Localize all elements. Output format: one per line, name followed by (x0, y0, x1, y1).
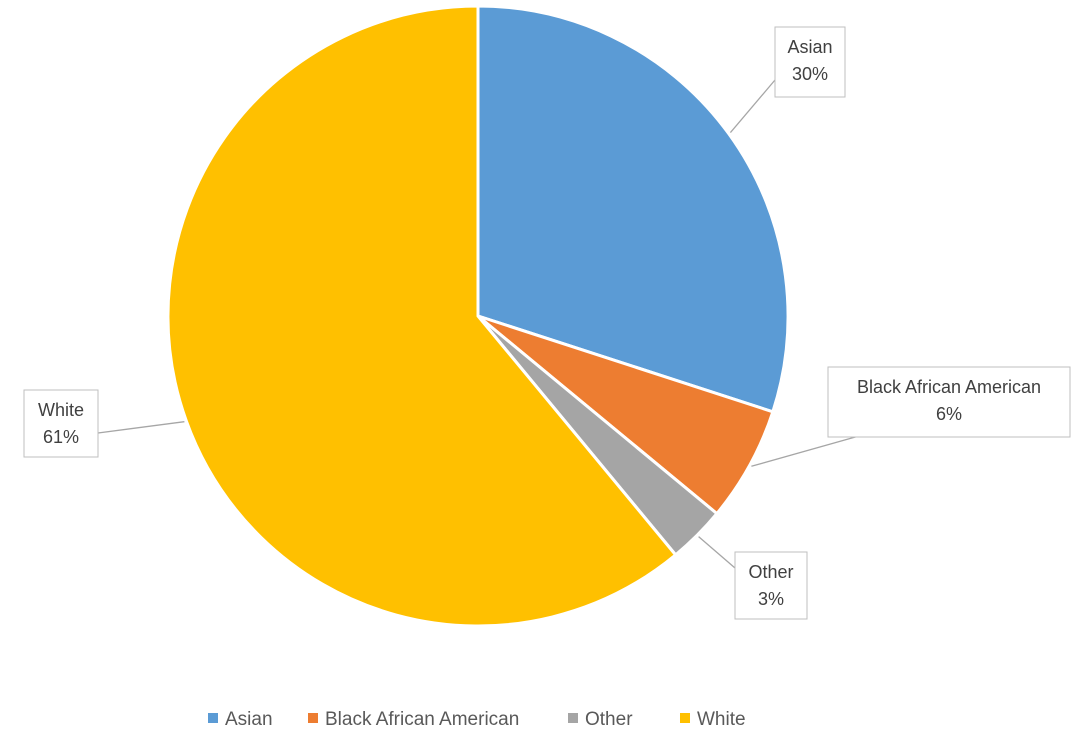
pie-slice-asian (476, 4, 790, 414)
pie-slices (166, 4, 790, 628)
legend-label-black-african-american: Black African American (325, 709, 519, 730)
data-label-category-white: White (38, 400, 84, 420)
data-labels: Asian 30% Black African American 6% Other 3% W… (23, 26, 1071, 620)
leader-line-black-african-american (751, 433, 867, 467)
data-label-percent-other: 3% (758, 589, 784, 609)
legend-swatch-black-african-american (308, 713, 318, 723)
chart-legend: Asian Black African American Other White (208, 709, 746, 730)
data-label-box-other (734, 551, 808, 620)
legend-swatch-white (680, 713, 690, 723)
data-label-category-asian: Asian (787, 37, 832, 57)
legend-label-asian: Asian (225, 709, 273, 730)
data-label-percent-asian: 30% (792, 64, 828, 84)
data-label-box-black-african-american (827, 366, 1071, 438)
legend-label-white: White (697, 709, 746, 730)
legend-swatch-other (568, 713, 578, 723)
leader-lines (97, 79, 867, 569)
data-label-percent-black-african-american: 6% (936, 404, 962, 424)
legend-label-other: Other (585, 709, 633, 730)
data-label-category-black-african-american: Black African American (857, 377, 1041, 397)
data-label-percent-white: 61% (43, 427, 79, 447)
legend-swatch-asian (208, 713, 218, 723)
leader-line-white (97, 421, 185, 434)
leader-line-asian (729, 79, 776, 134)
leader-line-other (698, 536, 736, 569)
data-label-box-asian (774, 26, 846, 98)
pie-slice-white (166, 4, 678, 628)
data-label-category-other: Other (748, 562, 793, 582)
data-label-box-white (23, 389, 99, 458)
